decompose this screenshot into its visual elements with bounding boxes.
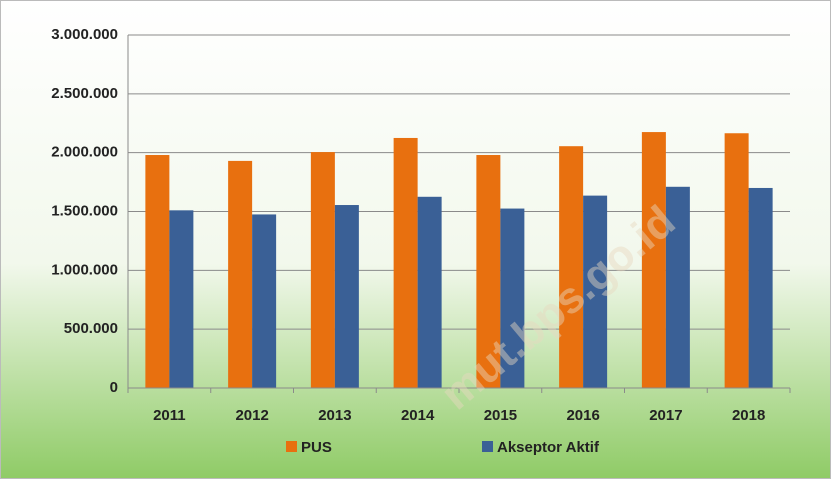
bar bbox=[310, 152, 335, 388]
bar bbox=[724, 133, 749, 388]
bar bbox=[393, 137, 418, 388]
plot: 0 500.000 1.000.000 1.500.000 2.000.000 2.500… bbox=[51, 26, 791, 456]
x-tick-label: 2016 bbox=[566, 407, 599, 424]
bar bbox=[583, 195, 608, 388]
x-tick-label: 2018 bbox=[732, 407, 765, 424]
bar bbox=[145, 155, 170, 388]
x-tick-label: 2015 bbox=[484, 407, 517, 424]
legend-label: Akseptor Aktif bbox=[497, 439, 600, 456]
bar bbox=[252, 214, 277, 388]
bar bbox=[476, 155, 501, 388]
bar bbox=[500, 208, 525, 388]
y-tick-label: 500.000 bbox=[64, 320, 118, 337]
bar bbox=[228, 160, 253, 388]
legend-swatch bbox=[482, 441, 493, 452]
bar bbox=[559, 146, 584, 388]
x-tick-label: 2013 bbox=[318, 407, 351, 424]
x-tick-label: 2017 bbox=[649, 407, 682, 424]
bar bbox=[641, 132, 666, 388]
y-tick-label: 0 bbox=[110, 379, 118, 396]
y-tick-label: 2.500.000 bbox=[51, 85, 118, 102]
x-tick-label: 2014 bbox=[401, 407, 435, 424]
bar bbox=[665, 186, 690, 388]
legend-swatch bbox=[286, 441, 297, 452]
y-tick-label: 3.000.000 bbox=[51, 26, 118, 43]
legend-label: PUS bbox=[301, 439, 332, 456]
y-tick-label: 1.500.000 bbox=[51, 202, 118, 219]
bar bbox=[748, 187, 773, 388]
y-tick-label: 2.000.000 bbox=[51, 144, 118, 161]
bar bbox=[169, 210, 194, 388]
x-tick-label: 2011 bbox=[153, 407, 186, 424]
x-tick-label: 2012 bbox=[235, 407, 268, 424]
bar bbox=[417, 196, 442, 388]
bar bbox=[334, 205, 359, 388]
y-tick-label: 1.000.000 bbox=[51, 261, 118, 278]
